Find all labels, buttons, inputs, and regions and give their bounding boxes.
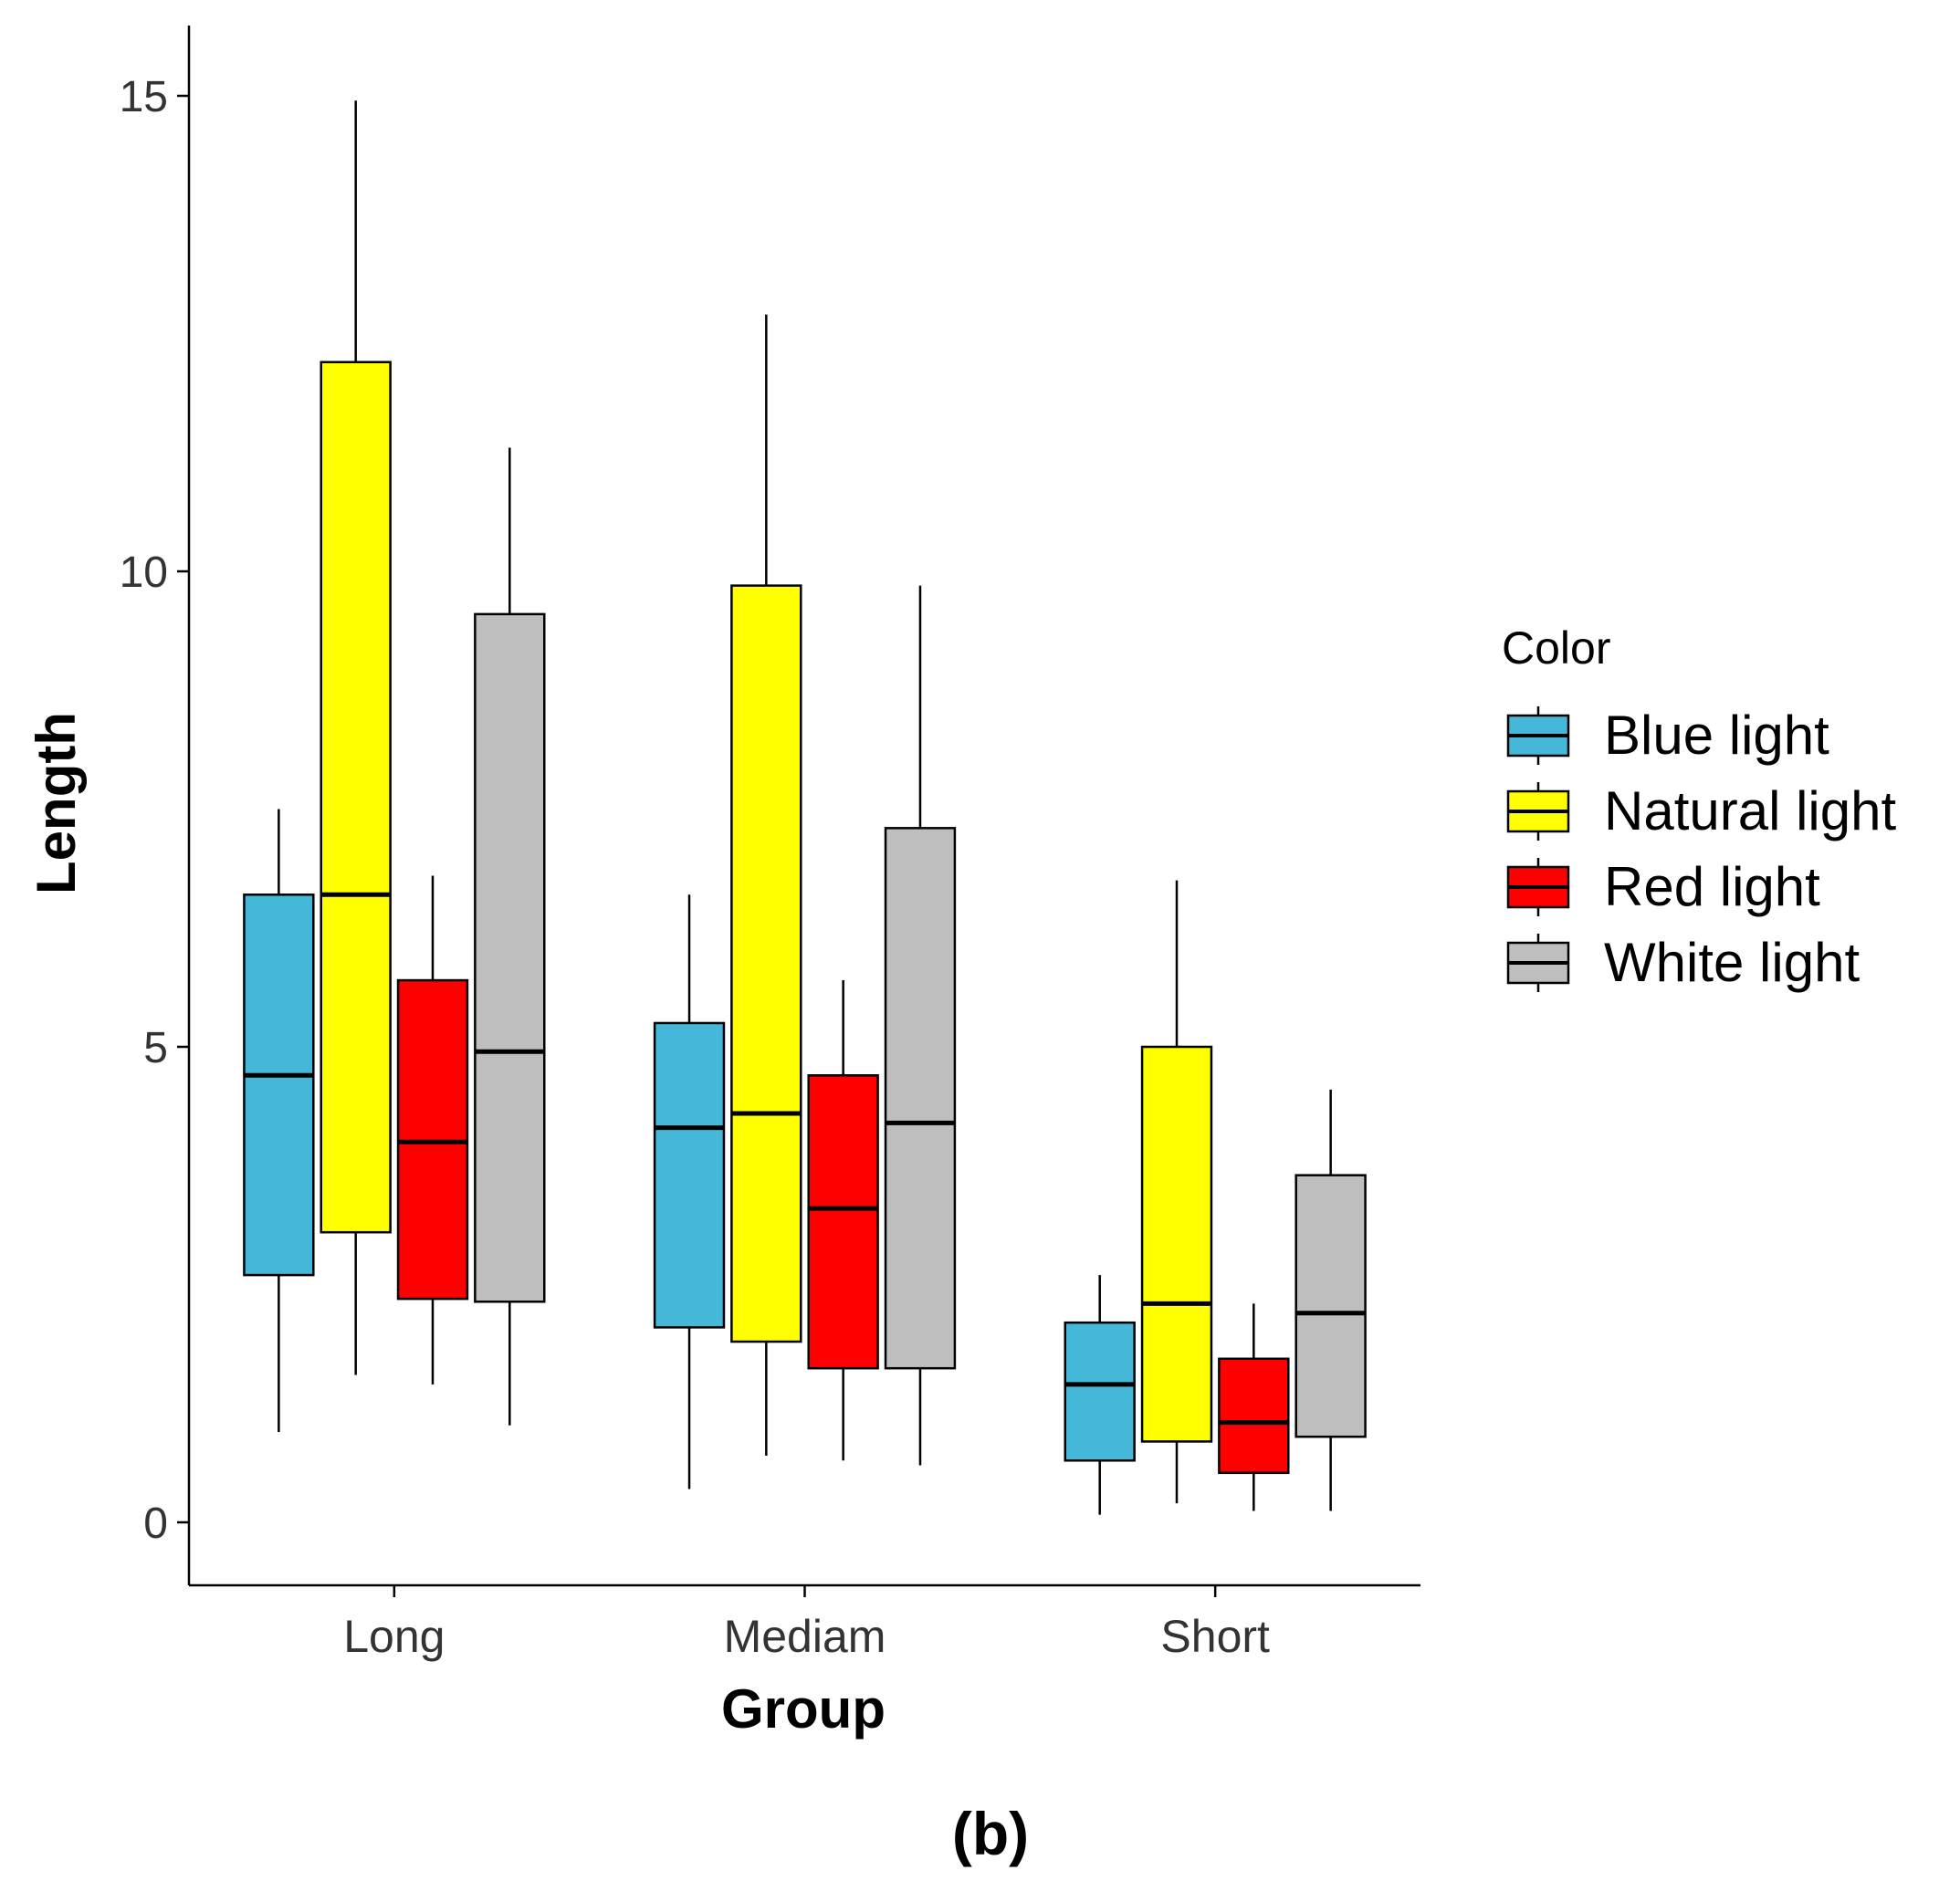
box-body [884,827,957,1370]
series-red-light [396,875,1290,1511]
box-body [1140,1045,1213,1443]
box-body [807,1074,879,1370]
legend-label: White light [1604,932,1860,993]
box-red-light-long [396,875,469,1385]
box-red-light-mediam [807,980,879,1461]
box-blue-light-long [243,809,315,1433]
y-tick-label: 5 [143,1024,168,1072]
box-white-light-long [474,447,546,1426]
x-tick-label-short: Short [1160,1611,1270,1662]
legend-item-white-light: White light [1506,932,1860,993]
box-body [320,361,392,1234]
box-body [243,894,315,1277]
legend-title: Color [1502,622,1610,674]
legend-item-red-light: Red light [1506,856,1820,917]
x-axis-title: Group [721,1678,886,1740]
y-tick-label: 0 [143,1500,168,1548]
box-white-light-short [1294,1089,1367,1511]
box-body [1064,1321,1136,1462]
legend-label: Blue light [1604,705,1829,766]
legend-item-blue-light: Blue light [1506,705,1829,766]
y-tick-label: 15 [120,73,168,121]
box-blue-light-short [1064,1275,1136,1515]
panel-label: (b) [952,1800,1029,1867]
x-axis: Long Mediam Short [189,1583,1420,1662]
box-natural-light-long [320,100,392,1375]
y-axis: 0 5 10 15 [120,26,191,1585]
box-body [1218,1357,1290,1475]
series-blue-light [243,809,1136,1515]
y-axis-title: Length [26,712,87,894]
box-body [474,612,546,1303]
box-red-light-short [1218,1303,1290,1511]
box-body [396,978,469,1301]
box-natural-light-short [1140,880,1213,1504]
box-body [730,584,802,1343]
x-tick-label-mediam: Mediam [724,1611,886,1662]
plot-area [243,100,1367,1515]
box-natural-light-mediam [730,314,802,1457]
box-blue-light-mediam [653,894,726,1489]
box-body [653,1021,726,1329]
legend: Color Blue light Natural light Red light Wh… [1502,622,1896,993]
series-white-light [474,447,1367,1511]
x-tick-label-long: Long [343,1611,445,1662]
series-natural-light [320,100,1213,1504]
box-white-light-mediam [884,585,957,1466]
legend-item-natural-light: Natural light [1506,780,1896,841]
legend-label: Red light [1604,856,1820,917]
y-tick-label: 10 [120,549,168,597]
box-body [1294,1174,1367,1438]
legend-label: Natural light [1604,780,1896,841]
